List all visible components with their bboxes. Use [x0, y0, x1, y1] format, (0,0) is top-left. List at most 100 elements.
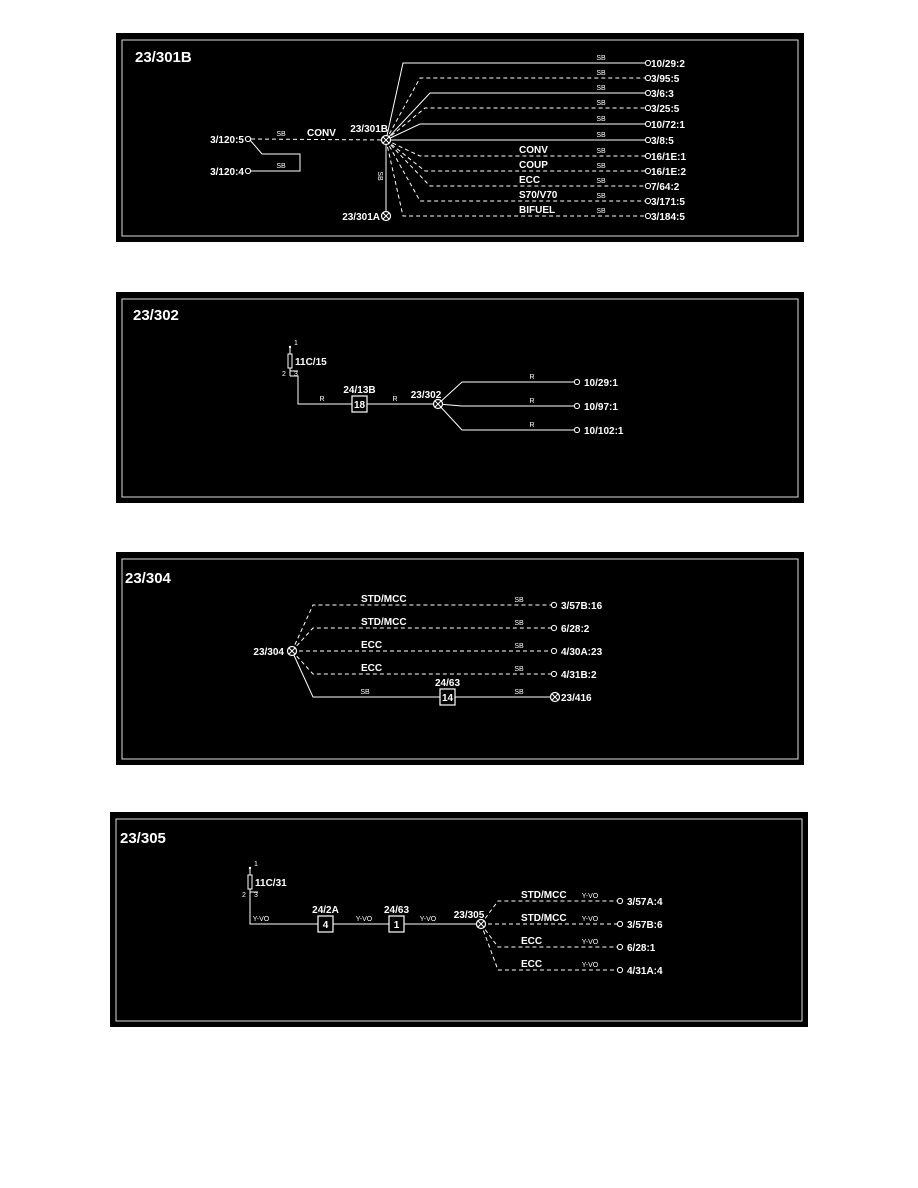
connector-id: 3/25:5 [651, 104, 680, 115]
variant-label: STD/MCC [521, 890, 567, 901]
connector-id: 4/30A:23 [561, 647, 603, 658]
wire [291, 650, 551, 675]
terminal-icon [644, 197, 652, 205]
panel-border [115, 818, 803, 1022]
splice-cross [477, 920, 485, 928]
panel-border [121, 558, 799, 760]
variant-label: COUP [519, 160, 548, 171]
panel-title: 23/301B [135, 49, 192, 66]
wire-color: SB [360, 689, 370, 696]
diagram-panel-23-301b: 23/301B 10/29:2SB3/95:5SB3/6:3SB3/25:5SB1… [116, 33, 804, 242]
wire-color: SB [596, 85, 606, 92]
terminal-icon [244, 135, 252, 143]
wire-color: SB [514, 597, 524, 604]
fuse-pin [248, 866, 252, 870]
wire-color: SB [596, 70, 606, 77]
wire-color: SB [376, 171, 383, 181]
wire-color: R [529, 422, 534, 429]
wire-color: R [319, 396, 324, 403]
connector-id: 3/184:5 [651, 212, 685, 223]
wire [385, 62, 645, 141]
wire [290, 375, 352, 405]
wire-branch: 10/29:2 SB [385, 55, 685, 141]
connector-id: 23/301A [342, 212, 380, 223]
wire-color: SB [596, 178, 606, 185]
connector-box [317, 915, 334, 933]
wire-branch: 3/57A:4 Y-VO STD/MCC [480, 890, 663, 925]
connector-id: 3/57B:16 [561, 601, 603, 612]
terminal-icon [644, 74, 652, 82]
splice-label: 23/301B [350, 124, 388, 135]
connector-pin: 1 [394, 920, 400, 931]
splice-cross [382, 136, 390, 144]
wire [291, 627, 551, 652]
variant-label: ECC [361, 663, 382, 674]
wire-color: SB [276, 131, 286, 138]
connector-pin: 4 [323, 920, 329, 931]
wire-color: SB [514, 643, 524, 650]
wire-branch: 6/28:1 Y-VO ECC [480, 923, 656, 954]
variant-label: S70/V70 [519, 190, 558, 201]
fuse-pin-2: 2 [242, 892, 246, 899]
connector-box [439, 688, 456, 706]
terminal-icon [573, 426, 581, 434]
terminal-icon [644, 212, 652, 220]
wire [249, 897, 318, 925]
terminal-icon [644, 136, 652, 144]
wire-color: Y-VO [356, 916, 373, 923]
wire-branch: 3/171:5 SB S70/V70 [385, 139, 685, 208]
diagram-panel-23-304: 23/304 3/57B:16 SB STD/MCC 6/28:2 SB STD/MCC 4/… [116, 552, 804, 765]
splice-cross [434, 400, 442, 408]
connector-id: 23/416 [561, 693, 592, 704]
connector-box [351, 395, 368, 413]
terminal-icon [644, 182, 652, 190]
terminal-icon [550, 670, 558, 678]
connector-label: 24/2A [312, 905, 339, 916]
fuse-pin-3: 3 [294, 371, 298, 378]
fuse-pin-1: 1 [254, 861, 258, 868]
connector-label: 24/63 [384, 905, 409, 916]
wire [385, 139, 645, 187]
splice-cross [288, 647, 296, 655]
wire-branch: 10/72:1 SB [385, 116, 685, 141]
connector-label: 24/63 [435, 678, 460, 689]
wire-color: SB [596, 163, 606, 170]
variant-label: BIFUEL [519, 205, 555, 216]
wire [250, 138, 387, 141]
panel-background [116, 552, 804, 765]
wire-branch: 10/97:1 R [437, 398, 618, 413]
fuse-pin-2: 2 [282, 371, 286, 378]
fuse-label: 11C/31 [255, 878, 287, 889]
splice-label: 23/305 [454, 910, 485, 921]
connector-id: 3/171:5 [651, 197, 685, 208]
panel-title: 23/302 [133, 307, 179, 324]
connector-id: 3/6:3 [651, 89, 674, 100]
connector-id: 3/120:4 [210, 167, 244, 178]
wire-color: SB [514, 689, 524, 696]
connector-id: 3/120:5 [210, 135, 244, 146]
variant-label: STD/MCC [361, 617, 407, 628]
wire-color: SB [596, 208, 606, 215]
wire [480, 923, 617, 948]
variant-label: ECC [521, 936, 542, 947]
connector-id: 10/97:1 [584, 402, 618, 413]
wire-color: Y-VO [582, 962, 599, 969]
terminal-icon [644, 104, 652, 112]
terminal-icon [573, 402, 581, 410]
wire-color: R [529, 398, 534, 405]
wire-color: SB [514, 666, 524, 673]
panel-border [121, 298, 799, 498]
panel-title: 23/304 [125, 570, 172, 587]
fuse-pin [288, 345, 292, 349]
wire-branch: 3/6:3 SB [385, 85, 674, 141]
connector-id: 10/29:2 [651, 59, 685, 70]
terminal-icon [644, 89, 652, 97]
fuse-pin-1: 1 [294, 340, 298, 347]
connector-pin: 18 [354, 400, 366, 411]
wire-color: SB [596, 132, 606, 139]
wire-branch: 16/1E:1 SB CONV [385, 139, 686, 163]
terminal-icon [244, 167, 252, 175]
wire-color: SB [596, 100, 606, 107]
